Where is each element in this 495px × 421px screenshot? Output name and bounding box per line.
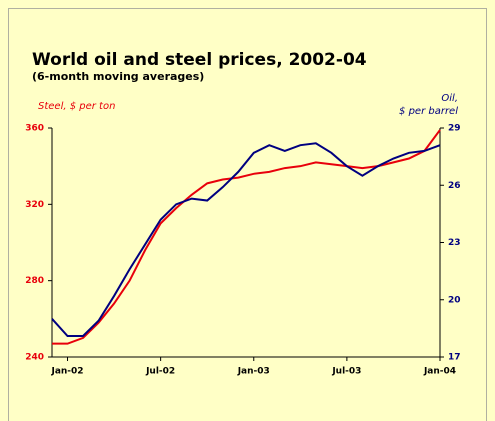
y-tick-label: 360 — [25, 124, 44, 134]
y2-tick-label: 20 — [448, 295, 461, 305]
chart-title: World oil and steel prices, 2002-04 — [32, 50, 367, 70]
x-tick-label: Jan-02 — [50, 367, 83, 377]
y2-tick-label: 23 — [448, 238, 461, 248]
y-tick-label: 320 — [25, 200, 44, 210]
chart-subtitle: (6-month moving averages) — [32, 70, 204, 83]
x-tick-label: Jul-03 — [331, 367, 361, 377]
y2-tick-label: 29 — [448, 124, 461, 134]
x-tick-label: Jan-04 — [423, 367, 456, 377]
frame — [8, 8, 487, 421]
y2-axis-label: $ per barrel — [399, 106, 458, 117]
y2-tick-label: 26 — [448, 181, 461, 191]
line-series — [52, 129, 441, 345]
y-tick-label: 280 — [25, 276, 44, 286]
y2-tick-label: 17 — [448, 353, 461, 363]
y-tick-label: 240 — [25, 353, 44, 363]
x-tick-label: Jul-02 — [145, 367, 175, 377]
line-series — [51, 142, 441, 338]
y-axis-label: Steel, $ per ton — [38, 101, 115, 112]
y2-axis-label: Oil, — [441, 93, 458, 104]
x-tick-label: Jan-03 — [237, 367, 270, 377]
